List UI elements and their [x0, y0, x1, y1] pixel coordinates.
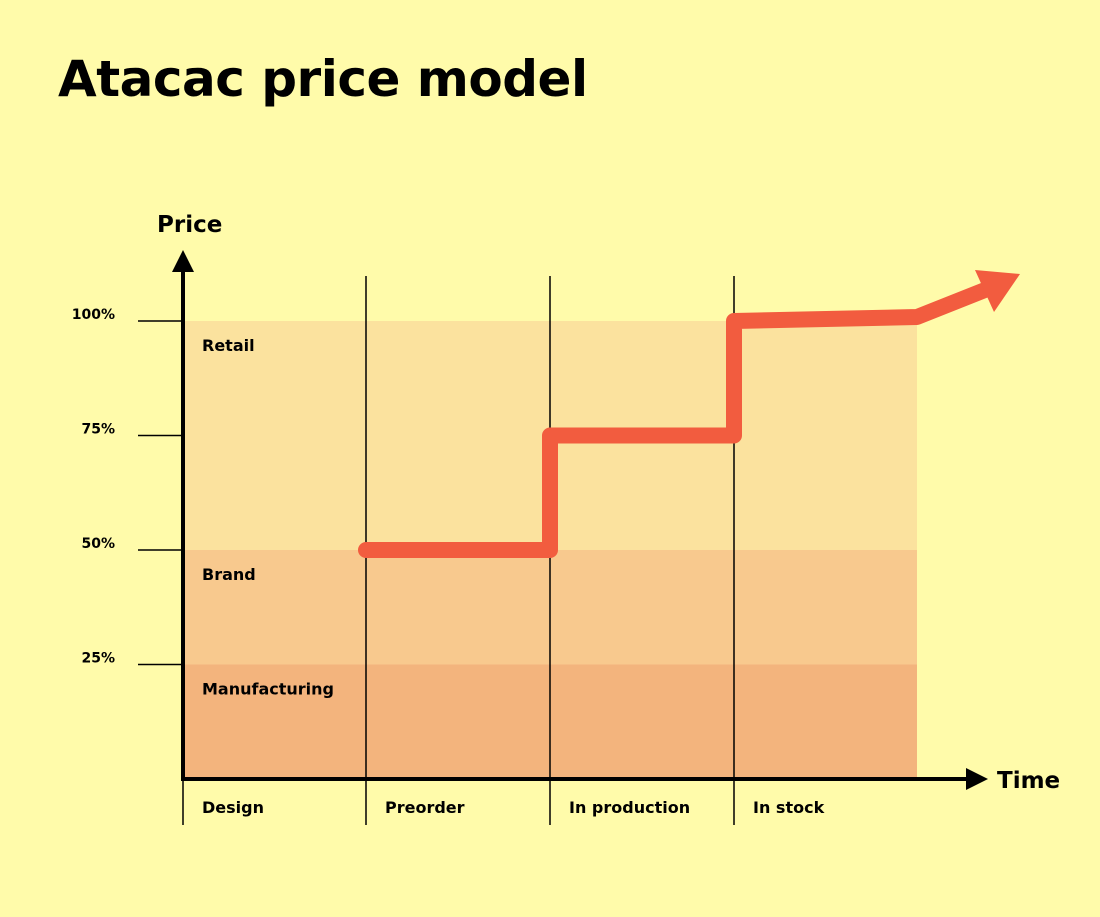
phase-label-design: Design — [202, 798, 264, 817]
y-tick-label-25: 25% — [81, 651, 115, 667]
band-label-brand: Brand — [202, 565, 256, 584]
price-trend-arrowhead — [975, 270, 1020, 312]
price-step-line — [358, 282, 993, 558]
price-line — [358, 270, 1020, 558]
y-tick-label-50: 50% — [81, 536, 115, 552]
y-axis-arrow — [172, 250, 194, 272]
x-axis-title: Time — [997, 768, 1060, 794]
page-title: Atacac price model — [58, 50, 588, 108]
phase-label-in-stock: In stock — [753, 798, 825, 817]
y-tick-label-75: 75% — [81, 422, 115, 438]
phase-label-in-production: In production — [569, 798, 690, 817]
y-tick-label-100: 100% — [72, 307, 115, 323]
phase-label-preorder: Preorder — [385, 798, 465, 817]
axes: Price Time — [157, 212, 1060, 794]
y-axis-title: Price — [157, 212, 222, 238]
x-axis-arrow — [966, 768, 988, 790]
band-label-manufacturing: Manufacturing — [202, 680, 334, 699]
phase-labels: Design Preorder In production In stock — [202, 798, 825, 817]
y-axis-ticks: 100% 75% 50% 25% — [72, 307, 183, 667]
band-label-retail: Retail — [202, 336, 255, 355]
